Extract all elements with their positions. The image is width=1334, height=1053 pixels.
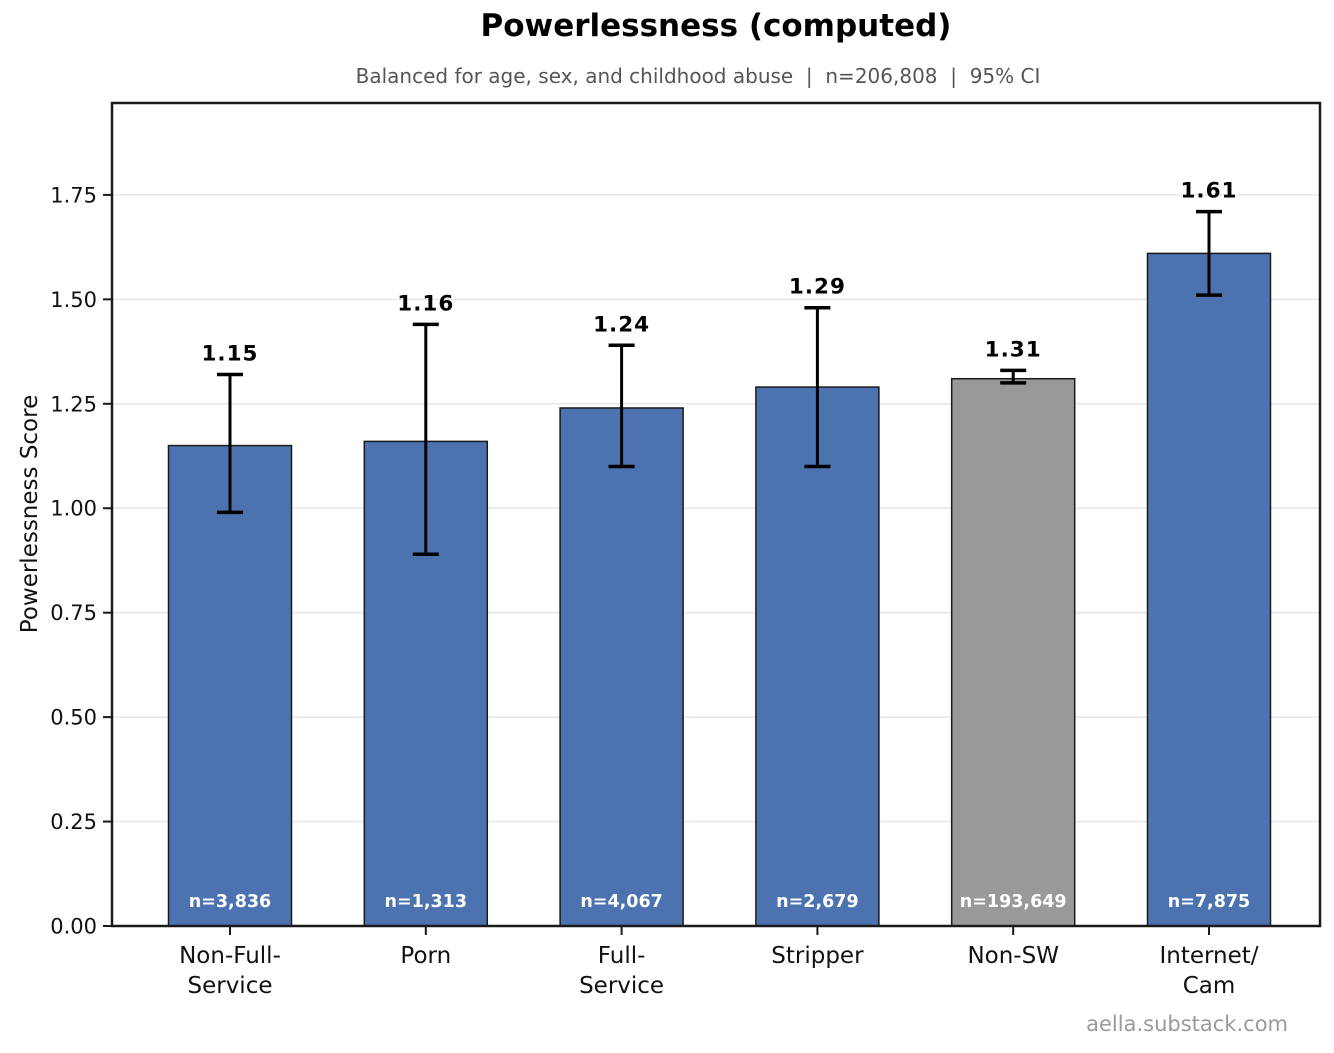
chart-title: Powerlessness (computed)	[480, 8, 952, 44]
x-tick-label: Service	[579, 973, 664, 999]
value-label: 1.24	[593, 312, 650, 337]
footer-credit: aella.substack.com	[1086, 1012, 1288, 1036]
x-tick-label: Internet/	[1159, 943, 1258, 969]
x-tick-label: Non-Full-	[179, 943, 281, 969]
y-tick-label: 1.75	[50, 183, 97, 207]
n-label: n=193,649	[960, 892, 1067, 912]
bar	[950, 377, 1076, 927]
value-label: 1.16	[397, 291, 454, 316]
x-tick-label: Non-SW	[967, 943, 1059, 969]
value-label: 1.31	[985, 337, 1042, 362]
y-tick-label: 0.75	[50, 601, 97, 625]
chart-subtitle: Balanced for age, sex, and childhood abu…	[355, 64, 1041, 88]
n-label: n=7,875	[1168, 892, 1250, 912]
x-tick-label: Porn	[400, 943, 451, 969]
n-label: n=1,313	[385, 892, 467, 912]
bar	[167, 444, 293, 927]
n-label: n=3,836	[189, 892, 271, 912]
bar	[559, 407, 684, 927]
y-tick-label: 1.50	[50, 288, 97, 312]
x-tick-label: Service	[187, 973, 272, 999]
n-label: n=4,067	[580, 892, 662, 912]
value-label: 1.29	[789, 275, 846, 300]
n-label: n=2,679	[776, 892, 858, 912]
y-tick-label: 0.00	[50, 915, 97, 939]
x-tick-label: Full-	[598, 943, 646, 969]
bar	[1146, 252, 1272, 927]
y-tick-label: 1.25	[50, 392, 97, 416]
bar	[755, 386, 880, 927]
value-label: 1.15	[201, 342, 258, 367]
value-label: 1.61	[1180, 179, 1237, 204]
x-tick-label: Cam	[1183, 973, 1236, 999]
y-tick-label: 1.00	[50, 497, 97, 521]
y-tick-label: 0.50	[50, 706, 97, 730]
y-tick-label: 0.25	[50, 810, 97, 834]
x-tick-label: Stripper	[771, 943, 864, 969]
plot-frame	[110, 101, 1322, 928]
